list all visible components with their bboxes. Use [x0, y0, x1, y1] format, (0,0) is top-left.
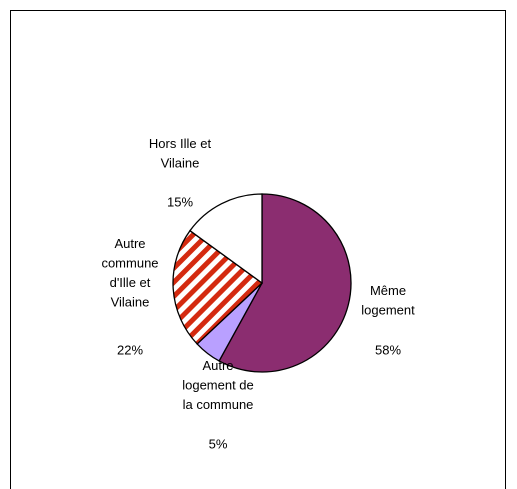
slice-value-label: 15% — [167, 195, 193, 210]
pie-slice — [172, 229, 264, 345]
chart-frame — [10, 10, 506, 489]
slice-label: Hors Ille et Vilaine — [149, 136, 212, 171]
slice-value-label: 58% — [375, 343, 401, 358]
slice-label: Même logement — [361, 283, 415, 318]
slice-value-label: 22% — [117, 343, 143, 358]
pie-slice — [189, 193, 263, 285]
slice-value-label: 5% — [209, 437, 228, 452]
slice-label: Autre logement de la commune — [182, 358, 254, 412]
slice-label: Autre commune d'Ille et Vilaine — [101, 236, 158, 310]
pie-slice — [218, 193, 352, 373]
